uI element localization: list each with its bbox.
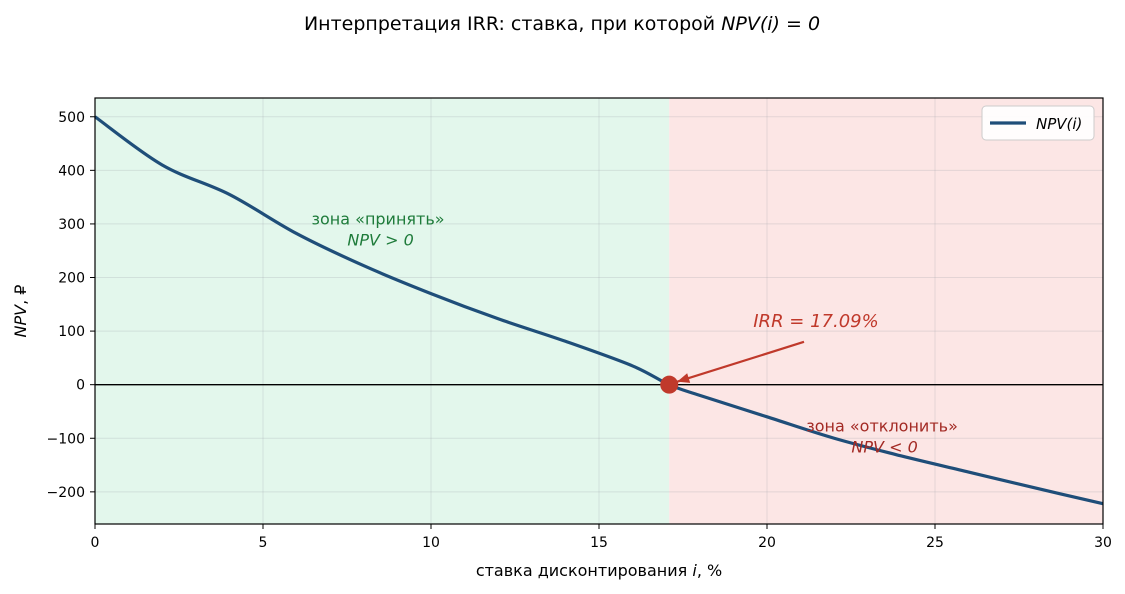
x-tick-label-6: 30 (1094, 535, 1112, 551)
x-tick-label-3: 15 (590, 535, 608, 551)
y-tick-label-5: 300 (58, 217, 85, 233)
irr-point (660, 375, 679, 394)
y-axis-label: NPV, ₽ (11, 285, 30, 338)
y-tick-label-7: 500 (58, 110, 85, 126)
irr-label: IRR = 17.09% (753, 311, 878, 332)
x-axis-label: ставка дисконтирования i, % (476, 561, 722, 580)
y-tick-label-2: 0 (76, 378, 85, 394)
zones-layer (95, 98, 1103, 524)
ticks-layer: 0 5 10 15 20 25 30 −200 −100 0 100 200 300 400 500 (47, 110, 1112, 551)
zone-reject-area (669, 98, 1103, 524)
legend-label: NPV(i) (1036, 115, 1082, 133)
accept-zone-label: зона «принять» NPV > 0 (312, 210, 450, 250)
chart-title: Интерпретация IRR: ставка, при которой N… (304, 13, 820, 35)
zone-accept-area (95, 98, 670, 524)
reject-zone-label-line1: зона «отклонить» (806, 416, 958, 435)
x-tick-label-1: 5 (259, 535, 268, 551)
npv-series-line (94, 115, 1104, 506)
x-tick-label-2: 10 (422, 535, 440, 551)
accept-zone-label-line1: зона «принять» (312, 210, 445, 229)
y-tick-label-1: −100 (47, 431, 85, 447)
y-tick-label-6: 400 (58, 163, 85, 179)
x-tick-label-0: 0 (91, 535, 100, 551)
legend-box (981, 105, 1095, 141)
reject-zone-label-line2: NPV < 0 (851, 437, 917, 456)
legend: NPV(i) (981, 105, 1095, 141)
irr-arrowhead (677, 373, 691, 383)
y-tick-label-3: 100 (58, 324, 85, 340)
chart-title-math: NPV(i) = 0 (721, 13, 820, 35)
y-tick-label-0: −200 (47, 485, 85, 501)
x-tick-label-5: 25 (926, 535, 944, 551)
reject-zone-label: зона «отклонить» NPV < 0 (806, 416, 963, 456)
accept-zone-label-line2: NPV > 0 (347, 231, 413, 250)
x-tick-label-4: 20 (758, 535, 776, 551)
y-tick-label-4: 200 (58, 271, 85, 287)
irr-arrow (676, 340, 805, 383)
